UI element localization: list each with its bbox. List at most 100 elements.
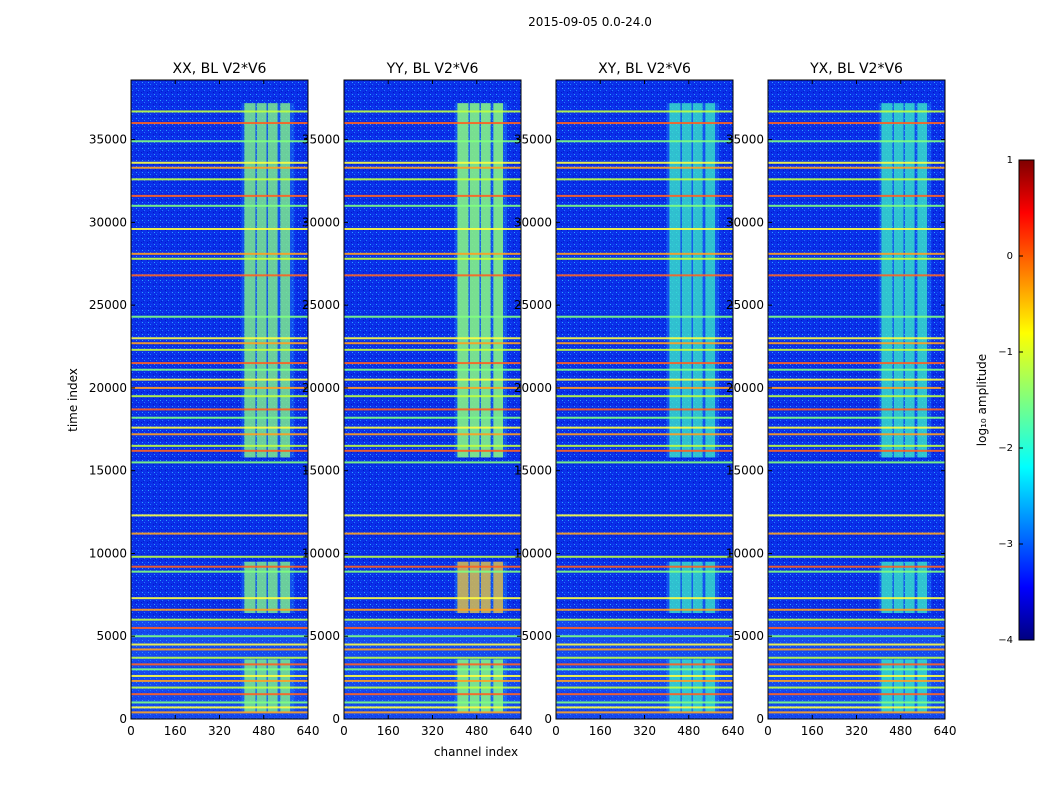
signal-block bbox=[469, 561, 480, 614]
colorbar-tick-label: −4 bbox=[998, 635, 1013, 646]
x-tick-label: 320 bbox=[633, 724, 656, 738]
signal-block bbox=[256, 103, 267, 458]
flagged-row bbox=[768, 362, 945, 365]
signal-block bbox=[904, 561, 915, 614]
y-tick-label: 10000 bbox=[302, 546, 340, 560]
flagged-row bbox=[131, 161, 308, 164]
flagged-row bbox=[556, 348, 733, 351]
flagged-row bbox=[768, 227, 945, 230]
flagged-row bbox=[768, 315, 945, 318]
flagged-row bbox=[344, 252, 521, 255]
flagged-row bbox=[768, 648, 945, 651]
flagged-row bbox=[344, 433, 521, 436]
flagged-row bbox=[131, 461, 308, 464]
flagged-row bbox=[556, 449, 733, 452]
flagged-row bbox=[556, 635, 733, 638]
flagged-row bbox=[131, 711, 308, 714]
flagged-row bbox=[131, 110, 308, 113]
signal-block bbox=[881, 103, 893, 458]
flagged-row bbox=[131, 426, 308, 429]
flagged-row bbox=[768, 257, 945, 260]
flagged-row bbox=[344, 362, 521, 365]
signal-block bbox=[917, 103, 928, 458]
signal-block bbox=[493, 561, 504, 614]
signal-band bbox=[666, 659, 720, 713]
flagged-row bbox=[768, 701, 945, 704]
flagged-row bbox=[556, 426, 733, 429]
flagged-row bbox=[344, 426, 521, 429]
flagged-row bbox=[344, 378, 521, 381]
flagged-row bbox=[344, 395, 521, 398]
signal-block bbox=[917, 561, 928, 614]
flagged-row bbox=[768, 408, 945, 411]
signal-block bbox=[669, 103, 681, 458]
signal-block bbox=[267, 561, 278, 614]
flagged-row bbox=[131, 315, 308, 318]
flagged-row bbox=[344, 315, 521, 318]
flagged-row bbox=[344, 110, 521, 113]
y-tick-label: 15000 bbox=[514, 464, 552, 478]
flagged-row bbox=[768, 337, 945, 340]
flagged-row bbox=[344, 626, 521, 629]
y-tick-label: 35000 bbox=[302, 133, 340, 147]
flagged-row bbox=[556, 597, 733, 600]
flagged-row bbox=[344, 178, 521, 181]
flagged-row bbox=[344, 668, 521, 671]
flagged-row bbox=[768, 608, 945, 611]
flagged-row bbox=[556, 570, 733, 573]
flagged-row bbox=[768, 693, 945, 696]
flagged-row bbox=[131, 194, 308, 197]
y-axis-label: time index bbox=[66, 368, 80, 432]
signal-block bbox=[681, 659, 692, 713]
signal-band bbox=[454, 103, 508, 458]
flagged-row bbox=[768, 635, 945, 638]
signal-block bbox=[681, 561, 692, 614]
x-tick-label: 0 bbox=[127, 724, 135, 738]
flagged-row bbox=[556, 444, 733, 447]
flagged-row bbox=[344, 161, 521, 164]
flagged-row bbox=[768, 386, 945, 389]
x-tick-label: 0 bbox=[340, 724, 348, 738]
flagged-row bbox=[556, 643, 733, 646]
flagged-row bbox=[344, 337, 521, 340]
flagged-row bbox=[344, 416, 521, 419]
signal-band bbox=[454, 561, 508, 614]
y-tick-label: 25000 bbox=[514, 298, 552, 312]
flagged-row bbox=[556, 416, 733, 419]
flagged-row bbox=[344, 514, 521, 517]
colorbar: 1 0 −1 −2 −3 −4 log₁₀ amplitude bbox=[975, 155, 1035, 646]
flagged-row bbox=[556, 693, 733, 696]
flagged-row bbox=[344, 386, 521, 389]
flagged-row bbox=[768, 348, 945, 351]
y-tick-label: 15000 bbox=[726, 464, 764, 478]
signal-band bbox=[666, 103, 720, 458]
flagged-row bbox=[131, 408, 308, 411]
flagged-row bbox=[131, 362, 308, 365]
flagged-row bbox=[556, 368, 733, 371]
flagged-row bbox=[556, 532, 733, 535]
y-tick-label: 5000 bbox=[309, 629, 340, 643]
colorbar-tick-label: 0 bbox=[1007, 251, 1013, 262]
flagged-row bbox=[131, 608, 308, 611]
flagged-row bbox=[556, 161, 733, 164]
y-tick-label: 0 bbox=[119, 712, 127, 726]
signal-block bbox=[904, 103, 915, 458]
signal-block bbox=[267, 659, 278, 713]
signal-block bbox=[893, 103, 904, 458]
panel-yy: YY, BL V2*V6 0 160 320 480 640 0 5000 10000 15000… bbox=[302, 61, 533, 738]
flagged-row bbox=[768, 122, 945, 125]
flagged-row bbox=[556, 342, 733, 345]
flagged-row bbox=[768, 706, 945, 709]
flagged-row bbox=[344, 342, 521, 345]
flagged-row bbox=[131, 648, 308, 651]
flagged-row bbox=[768, 532, 945, 535]
flagged-row bbox=[131, 274, 308, 277]
flagged-row bbox=[344, 532, 521, 535]
signal-block bbox=[669, 561, 681, 614]
flagged-row bbox=[556, 433, 733, 436]
flagged-row bbox=[131, 706, 308, 709]
flagged-row bbox=[556, 668, 733, 671]
heatmap-background bbox=[768, 80, 945, 719]
signal-block bbox=[256, 561, 267, 614]
flagged-row bbox=[768, 449, 945, 452]
